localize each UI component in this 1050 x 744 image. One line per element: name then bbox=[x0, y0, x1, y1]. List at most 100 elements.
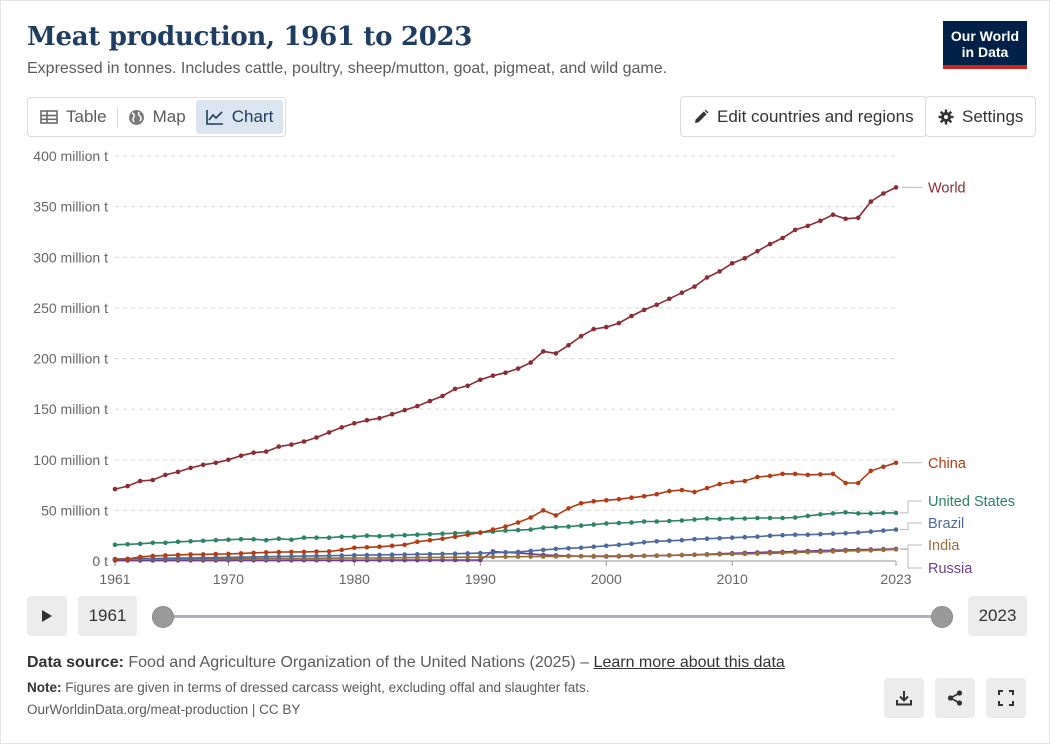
data-point-india bbox=[893, 547, 899, 552]
label-connector bbox=[900, 544, 922, 550]
data-point-world bbox=[150, 477, 156, 483]
data-point-india bbox=[553, 554, 559, 559]
data-point-united-states bbox=[389, 533, 395, 538]
data-point-brazil bbox=[692, 536, 697, 542]
data-point-world bbox=[263, 449, 269, 454]
data-point-china bbox=[402, 542, 408, 548]
data-point-china bbox=[415, 539, 420, 545]
data-point-united-states bbox=[263, 537, 269, 543]
data-point-united-states bbox=[112, 542, 118, 548]
data-point-brazil bbox=[339, 553, 345, 558]
data-point-united-states bbox=[717, 516, 722, 522]
data-point-china bbox=[843, 480, 848, 486]
data-point-united-states bbox=[893, 510, 899, 516]
data-point-brazil bbox=[326, 553, 332, 558]
settings-button[interactable]: Settings bbox=[925, 96, 1037, 137]
data-point-world bbox=[377, 415, 382, 421]
data-point-china bbox=[704, 485, 710, 491]
table-icon bbox=[40, 110, 58, 124]
timeline-end-handle[interactable] bbox=[931, 606, 953, 628]
data-point-india bbox=[465, 554, 471, 560]
data-point-china bbox=[742, 478, 748, 484]
data-point-china bbox=[553, 513, 559, 518]
y-tick-label: 100 million t bbox=[33, 452, 108, 468]
data-point-china bbox=[188, 552, 193, 557]
edit-countries-button[interactable]: Edit countries and regions bbox=[680, 96, 927, 137]
play-button[interactable] bbox=[27, 596, 67, 636]
end-year-box[interactable]: 2023 bbox=[968, 596, 1027, 636]
data-point-world bbox=[188, 465, 193, 471]
fullscreen-button[interactable] bbox=[986, 678, 1026, 718]
y-tick-label: 300 million t bbox=[33, 249, 108, 265]
data-point-brazil bbox=[389, 552, 395, 557]
chart-note: Note: Figures are given in terms of dres… bbox=[27, 680, 590, 695]
data-point-china bbox=[213, 551, 219, 557]
data-point-india bbox=[629, 553, 634, 559]
data-point-united-states bbox=[742, 516, 748, 521]
data-point-china bbox=[805, 472, 811, 478]
data-point-china bbox=[339, 547, 345, 553]
share-button[interactable] bbox=[935, 678, 975, 718]
data-point-world bbox=[402, 407, 408, 413]
data-point-world bbox=[339, 425, 345, 430]
data-point-china bbox=[616, 496, 622, 502]
data-point-india bbox=[767, 551, 773, 556]
x-tick-label: 2000 bbox=[591, 571, 622, 587]
data-point-brazil bbox=[314, 553, 319, 559]
tab-chart[interactable]: Chart bbox=[195, 100, 284, 134]
data-point-brazil bbox=[843, 530, 848, 536]
series-line-world bbox=[114, 186, 897, 490]
data-point-china bbox=[515, 520, 521, 525]
data-point-world bbox=[213, 460, 219, 466]
data-point-brazil bbox=[717, 535, 722, 541]
data-point-united-states bbox=[843, 510, 848, 515]
data-point-world bbox=[478, 377, 483, 383]
owid-logo[interactable]: Our World in Data bbox=[943, 21, 1027, 69]
data-point-world bbox=[528, 360, 533, 365]
data-point-india bbox=[591, 553, 596, 559]
data-point-china bbox=[780, 471, 785, 477]
data-point-china bbox=[175, 552, 181, 558]
data-point-world bbox=[591, 326, 596, 332]
label-connector bbox=[900, 522, 922, 531]
data-point-world bbox=[566, 343, 571, 348]
timeline-controls: 1961 2023 bbox=[27, 596, 1027, 638]
data-point-united-states bbox=[238, 536, 244, 542]
data-point-world bbox=[389, 411, 395, 417]
data-point-united-states bbox=[188, 539, 193, 544]
data-point-world bbox=[717, 269, 722, 274]
data-point-united-states bbox=[805, 513, 811, 519]
tab-chart-label: Chart bbox=[231, 107, 274, 126]
data-point-china bbox=[855, 480, 861, 486]
tab-table[interactable]: Table bbox=[30, 100, 117, 134]
timeline-track[interactable] bbox=[163, 615, 943, 618]
logo-accent-bar bbox=[943, 65, 1027, 69]
start-year-box[interactable]: 1961 bbox=[78, 596, 137, 636]
data-point-brazil bbox=[377, 552, 382, 558]
data-point-india bbox=[830, 549, 836, 554]
data-point-united-states bbox=[339, 534, 345, 539]
data-point-united-states bbox=[792, 515, 798, 520]
data-point-world bbox=[364, 418, 370, 423]
data-point-united-states bbox=[226, 537, 231, 542]
data-point-brazil bbox=[566, 546, 571, 551]
data-point-united-states bbox=[452, 530, 458, 536]
data-point-united-states bbox=[137, 541, 143, 547]
data-point-brazil bbox=[452, 551, 458, 556]
data-point-china bbox=[465, 532, 471, 537]
data-point-india bbox=[679, 552, 685, 558]
series-line-china bbox=[114, 462, 897, 561]
logo-line-2: in Data bbox=[961, 44, 1009, 60]
data-point-india bbox=[440, 555, 445, 560]
data-point-united-states bbox=[591, 522, 596, 527]
learn-more-link[interactable]: Learn more about this data bbox=[593, 654, 785, 671]
timeline-start-handle[interactable] bbox=[152, 606, 174, 628]
data-point-china bbox=[667, 488, 672, 494]
data-point-india bbox=[868, 548, 874, 553]
download-button[interactable] bbox=[884, 678, 924, 718]
tab-map[interactable]: Map bbox=[118, 100, 196, 134]
data-point-brazil bbox=[629, 541, 634, 547]
data-point-india bbox=[541, 554, 546, 559]
data-point-brazil bbox=[780, 532, 785, 538]
data-point-china bbox=[238, 551, 244, 556]
